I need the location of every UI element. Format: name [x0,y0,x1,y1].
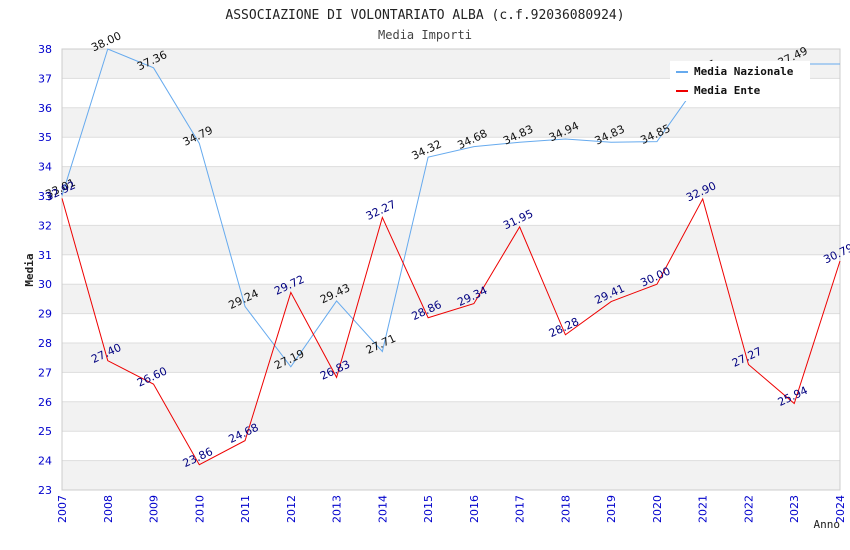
x-tick-label: 2014 [376,495,389,523]
plot-background [61,48,841,491]
x-tick-label: 2013 [331,495,344,523]
grid-band [62,225,840,255]
y-tick-label: 26 [38,396,52,409]
x-tick-label: 2021 [697,495,710,523]
y-tick-label: 25 [38,425,52,438]
grid-band [62,343,840,373]
x-tick-label: 2011 [239,495,252,523]
y-tick-label: 27 [38,366,52,379]
grid-band [62,372,840,402]
y-tick-label: 34 [38,161,52,174]
y-tick-label: 32 [38,219,52,232]
x-tick-label: 2015 [422,495,435,523]
y-tick-label: 24 [38,455,52,468]
legend-label-media-ente: Media Ente [694,84,761,97]
grid-band [62,196,840,226]
x-axis-label: Anno [814,518,841,531]
y-tick-label: 33 [38,190,52,203]
y-tick-label: 36 [38,102,52,115]
x-tick-label: 2012 [285,495,298,523]
x-axis: 2007 2008 2009 2010 2011 2012 2013 2014 2015 2016… [56,495,847,523]
y-tick-label: 29 [38,308,52,321]
y-tick-label: 30 [38,278,52,291]
x-tick-label: 2019 [605,495,618,523]
grid-band [62,313,840,343]
y-tick-label: 37 [38,72,52,85]
y-axis: 23 24 25 26 27 28 29 30 31 32 33 34 35 36 37 38 [38,43,52,497]
plot-frame [61,48,841,491]
grid-band [62,166,840,196]
x-tick-label: 2023 [788,495,801,523]
x-tick-label: 2010 [193,495,206,523]
y-axis-label: Media [23,253,36,286]
y-tick-label: 23 [38,484,52,497]
legend-box [670,61,810,101]
grid-band [62,401,840,432]
grid-band [62,431,840,461]
grid-band [62,284,840,314]
x-tick-label: 2022 [742,495,755,523]
y-tick-label: 28 [38,337,52,350]
chart-subtitle: Media Importi [378,28,472,42]
x-tick-label: 2018 [559,495,572,523]
grid-band [62,460,840,490]
x-tick-label: 2008 [102,495,115,523]
legend: Media Nazionale Media Ente [670,61,810,101]
y-tick-label: 31 [38,249,52,262]
x-tick-label: 2016 [468,495,481,523]
y-tick-label: 35 [38,131,52,144]
grid-band [62,107,840,138]
x-tick-label: 2024 [834,495,847,523]
y-tick-label: 38 [38,43,52,56]
x-tick-label: 2017 [514,495,527,523]
series-line-media-ente [61,197,841,466]
chart-title: ASSOCIAZIONE DI VOLONTARIATO ALBA (c.f.9… [225,8,624,23]
x-tick-label: 2020 [651,495,664,523]
grid-band [62,254,840,285]
x-tick-label: 2007 [56,495,69,523]
legend-label-media-nazionale: Media Nazionale [694,65,794,78]
x-tick-label: 2009 [148,495,161,523]
